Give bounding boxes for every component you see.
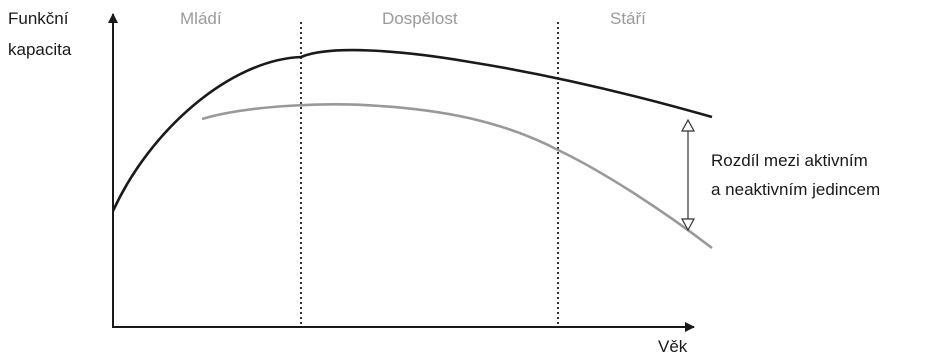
y-axis-label-line2: kapacita [8, 40, 72, 59]
difference-double-arrow [680, 118, 696, 232]
phase-label-adulthood: Dospělost [382, 9, 458, 28]
y-axis-label-line1: Funkční [8, 9, 69, 28]
annotation-line1: Rozdíl mezi aktivním [711, 151, 868, 170]
active-individual-curve [111, 48, 713, 212]
inactive-individual-curve [201, 103, 713, 250]
x-axis-label: Věk [658, 337, 688, 356]
phase-label-youth: Mládí [180, 9, 222, 28]
annotation-line2: a neaktivním jedincem [711, 180, 880, 199]
phase-label-old-age: Stáří [610, 9, 646, 28]
